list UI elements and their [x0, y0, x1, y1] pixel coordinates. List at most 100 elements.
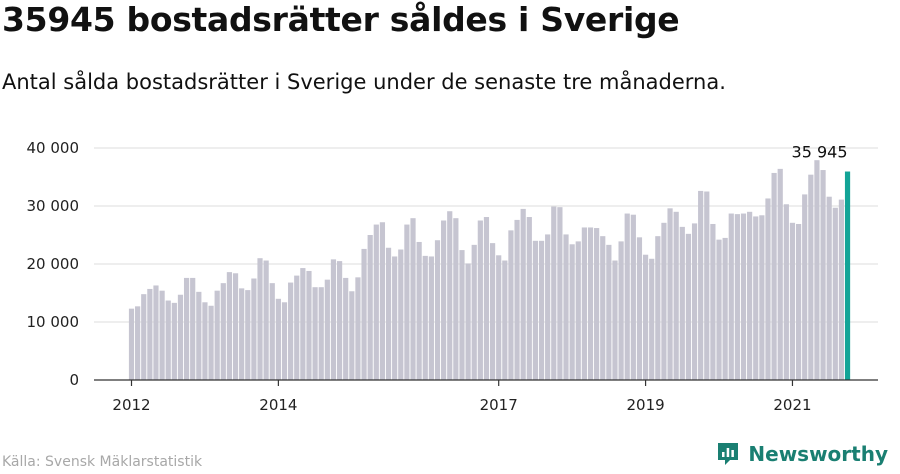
- bar: [783, 204, 789, 380]
- x-tick-label: 2019: [626, 396, 664, 414]
- source-text: Källa: Svensk Mäklarstatistik: [2, 454, 203, 470]
- bar: [679, 226, 685, 380]
- bar: [416, 241, 422, 380]
- bar: [196, 291, 202, 380]
- bar: [324, 279, 330, 380]
- bar: [232, 273, 239, 380]
- bar: [471, 244, 477, 380]
- page-subtitle: Antal sålda bostadsrätter i Sverige unde…: [2, 70, 726, 94]
- bar: [551, 206, 557, 380]
- bar: [795, 223, 802, 380]
- bar: [575, 241, 581, 380]
- bar: [251, 278, 257, 380]
- x-tick-label: 2012: [112, 396, 150, 414]
- bar: [722, 237, 728, 380]
- bar: [826, 196, 832, 380]
- bar: [655, 236, 661, 380]
- bar: [838, 199, 845, 380]
- bar: [698, 190, 704, 380]
- bar: [502, 260, 508, 380]
- bar: [685, 233, 692, 380]
- newsworthy-logo-icon: [718, 443, 739, 465]
- brand[interactable]: Newsworthy: [716, 441, 888, 467]
- bar: [557, 207, 563, 380]
- bar: [177, 294, 184, 380]
- page-title: 35945 bostadsrätter såldes i Sverige: [2, 0, 680, 39]
- bar: [398, 249, 404, 380]
- bar: [612, 260, 618, 380]
- bar: [183, 277, 190, 380]
- bar: [771, 172, 777, 380]
- bar: [300, 268, 306, 380]
- x-tick-label: 2014: [259, 396, 297, 414]
- bar: [594, 228, 600, 380]
- bar: [171, 302, 177, 380]
- bar: [165, 300, 171, 380]
- bar: [600, 236, 606, 380]
- bar: [630, 214, 636, 380]
- bar: [667, 208, 673, 380]
- bar: [245, 290, 251, 380]
- bar: [239, 288, 245, 380]
- bar: [190, 277, 196, 380]
- bar: [153, 285, 159, 380]
- bar: [802, 194, 808, 380]
- bar: [447, 211, 453, 380]
- bar: [135, 306, 141, 380]
- x-tick-label: 2017: [480, 396, 518, 414]
- bar: [422, 255, 428, 380]
- bar: [606, 244, 612, 380]
- bar: [532, 240, 539, 380]
- bar: [428, 256, 434, 380]
- bar: [477, 220, 483, 380]
- bar: [294, 275, 300, 380]
- bar: [545, 234, 551, 380]
- bar: [569, 244, 575, 380]
- y-tick-label: 0: [69, 371, 79, 389]
- bar: [441, 220, 447, 380]
- bar: [740, 213, 747, 380]
- bar: [734, 214, 740, 380]
- bar: [691, 223, 698, 380]
- bar: [392, 256, 398, 380]
- bar: [434, 240, 441, 380]
- y-tick-label: 40 000: [27, 139, 80, 157]
- bar: [226, 272, 233, 380]
- bar: [355, 277, 361, 380]
- bar: [349, 291, 355, 380]
- bar: [220, 283, 226, 380]
- bar: [373, 224, 379, 380]
- bar: [459, 250, 465, 380]
- bar: [159, 290, 165, 380]
- bar: [489, 243, 496, 380]
- bar: [624, 213, 630, 380]
- bar: [404, 224, 410, 380]
- last-value-label: 35 945: [792, 143, 848, 162]
- bar: [281, 302, 288, 380]
- bar: [306, 270, 312, 380]
- bar: [312, 287, 318, 380]
- bar: [820, 170, 826, 380]
- bar: [661, 222, 667, 380]
- bar: [765, 198, 771, 380]
- bar: [128, 308, 135, 380]
- bar: [636, 237, 643, 380]
- bar: [269, 283, 275, 380]
- bar: [759, 215, 765, 380]
- bar: [410, 218, 416, 380]
- bar: [275, 298, 281, 380]
- bar: [496, 255, 502, 380]
- bar: [704, 191, 710, 380]
- bar: [814, 160, 820, 380]
- bar: [747, 211, 753, 380]
- bar: [728, 213, 734, 380]
- bar: [563, 234, 569, 380]
- bar: [385, 247, 392, 380]
- y-tick-label: 30 000: [27, 197, 80, 215]
- bar: [526, 217, 532, 380]
- y-tick-label: 20 000: [27, 255, 80, 273]
- bar: [214, 290, 220, 380]
- bar: [330, 259, 337, 380]
- bar: [318, 287, 324, 380]
